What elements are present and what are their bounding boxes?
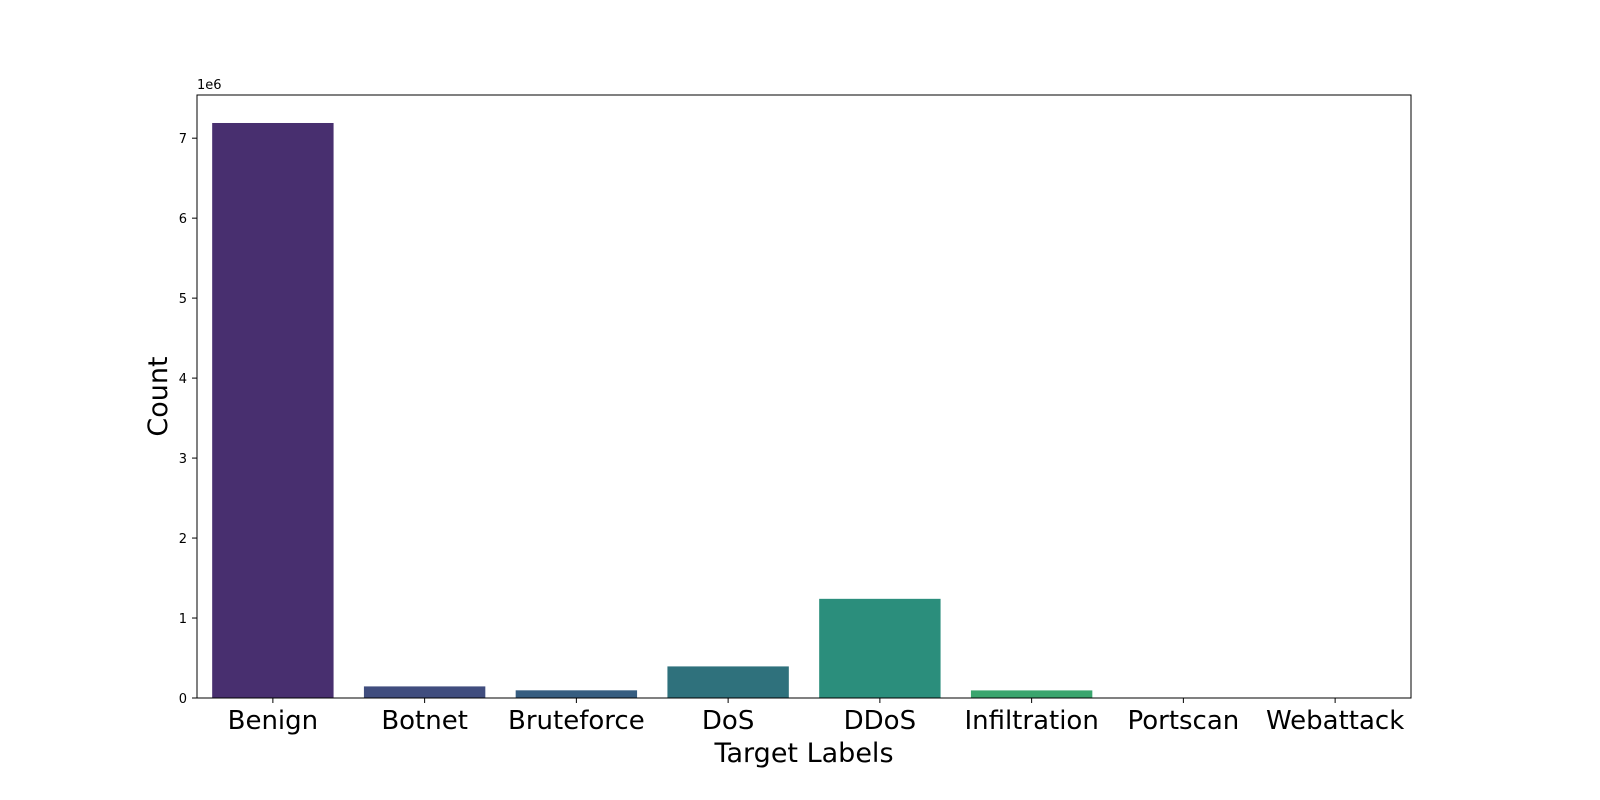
y-tick-label: 5 xyxy=(179,292,187,307)
y-axis-offset-label: 1e6 xyxy=(197,78,222,93)
bar-botnet xyxy=(363,686,486,698)
bar-infiltration xyxy=(970,690,1093,698)
plot-frame xyxy=(196,94,1412,699)
x-tick-label: Benign xyxy=(228,706,319,736)
x-tick-label: Bruteforce xyxy=(508,706,645,736)
x-tick-label: Portscan xyxy=(1127,706,1239,736)
y-tick-label: 7 xyxy=(179,132,187,147)
x-tick-label: DoS xyxy=(702,706,754,736)
y-axis-ticks: 0 1 2 3 4 5 6 7 xyxy=(179,132,197,707)
x-tick-label: DDoS xyxy=(844,706,916,736)
y-tick-label: 4 xyxy=(179,372,187,387)
bars-group xyxy=(212,122,1396,698)
bar-ddos xyxy=(819,598,941,698)
y-tick-label: 1 xyxy=(179,612,187,627)
bar-benign xyxy=(212,122,334,698)
x-tick-label: Botnet xyxy=(381,706,468,736)
y-axis-label: Count xyxy=(143,356,174,436)
x-axis-label: Target Labels xyxy=(713,738,893,769)
y-tick-label: 6 xyxy=(179,212,187,227)
y-tick-label: 3 xyxy=(179,452,187,467)
x-axis-ticks: Benign Botnet Bruteforce DoS DDoS Infiltratio… xyxy=(228,698,1404,736)
bar-dos xyxy=(667,666,789,698)
y-tick-label: 2 xyxy=(179,532,187,547)
y-tick-label: 0 xyxy=(179,692,187,707)
bar-bruteforce xyxy=(515,690,638,698)
x-tick-label: Infiltration xyxy=(964,706,1098,736)
x-tick-label: Webattack xyxy=(1266,706,1404,736)
